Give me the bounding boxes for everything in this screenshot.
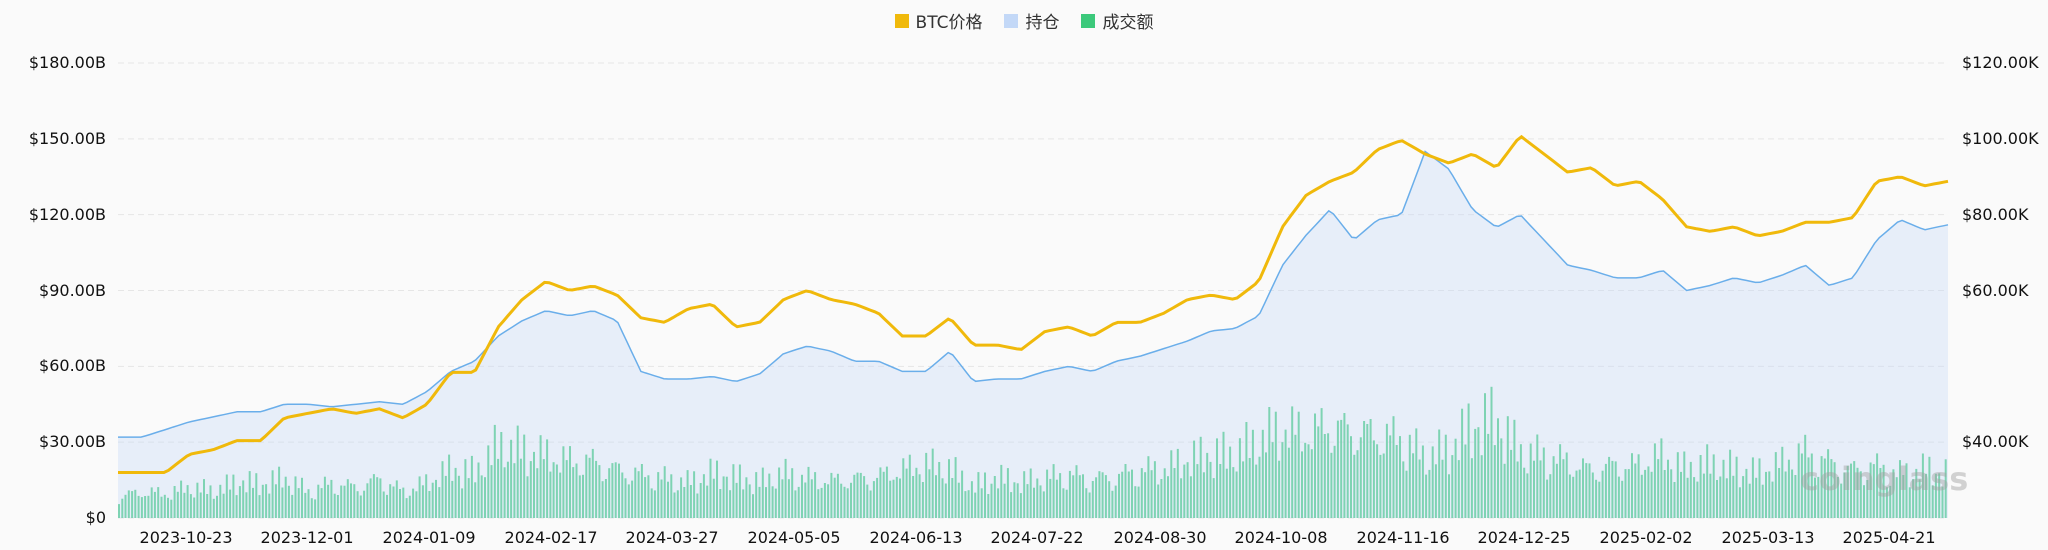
x-axis-tick: 2024-10-08 [1234,528,1328,547]
open-interest-area [118,151,1948,518]
open-interest-line [118,150,1949,438]
x-axis-tick: 2024-08-30 [1113,528,1207,547]
legend-item-volume[interactable]: 成交额 [1081,8,1153,33]
left-axis-tick: $150.00B [28,129,106,148]
x-axis-tick: 2024-01-09 [382,528,476,547]
volume-swatch-icon [1081,13,1096,28]
left-axis-tick: $60.00B [39,356,106,375]
x-axis-tick: 2024-11-16 [1356,528,1450,547]
x-axis-tick: 2025-03-13 [1721,528,1815,547]
x-axis-tick: 2025-02-02 [1599,528,1693,547]
left-axis-tick: $0 [85,508,106,527]
x-axis-tick: 2025-04-21 [1842,528,1936,547]
right-axis-tick: $40.00K [1962,432,2029,451]
left-axis-tick: $90.00B [39,281,106,300]
left-axis-tick: $180.00B [28,53,106,72]
x-axis-tick: 2024-12-25 [1477,528,1571,547]
x-axis-tick: 2024-03-27 [625,528,719,547]
x-axis-tick: 2024-06-13 [869,528,963,547]
open-interest-swatch-icon [1004,13,1019,28]
x-axis-tick: 2023-12-01 [260,528,354,547]
legend-label: 成交额 [1102,13,1154,33]
volume-bars [118,386,1947,518]
x-axis-tick: 2024-02-17 [504,528,598,547]
btc-price-line [118,134,1949,474]
btc-price-swatch-icon [894,13,909,28]
chart-legend: BTC价格 持仓 成交额 [0,8,2048,33]
x-axis-tick: 2024-07-22 [990,528,1084,547]
right-axis-tick: $120.00K [1962,53,2039,72]
x-axis-tick: 2024-05-05 [747,528,841,547]
right-axis-tick: $100.00K [1962,129,2039,148]
legend-item-btc-price[interactable]: BTC价格 [894,8,983,33]
left-axis-tick: $30.00B [39,432,106,451]
right-axis-tick: $80.00K [1962,205,2029,224]
legend-item-open-interest[interactable]: 持仓 [1004,8,1059,33]
legend-label: BTC价格 [915,13,983,33]
left-axis-tick: $120.00B [28,205,106,224]
legend-label: 持仓 [1025,13,1060,33]
coinglass-watermark: coinglass [1800,460,1969,498]
right-axis-tick: $60.00K [1962,281,2029,300]
x-axis-tick: 2023-10-23 [139,528,233,547]
